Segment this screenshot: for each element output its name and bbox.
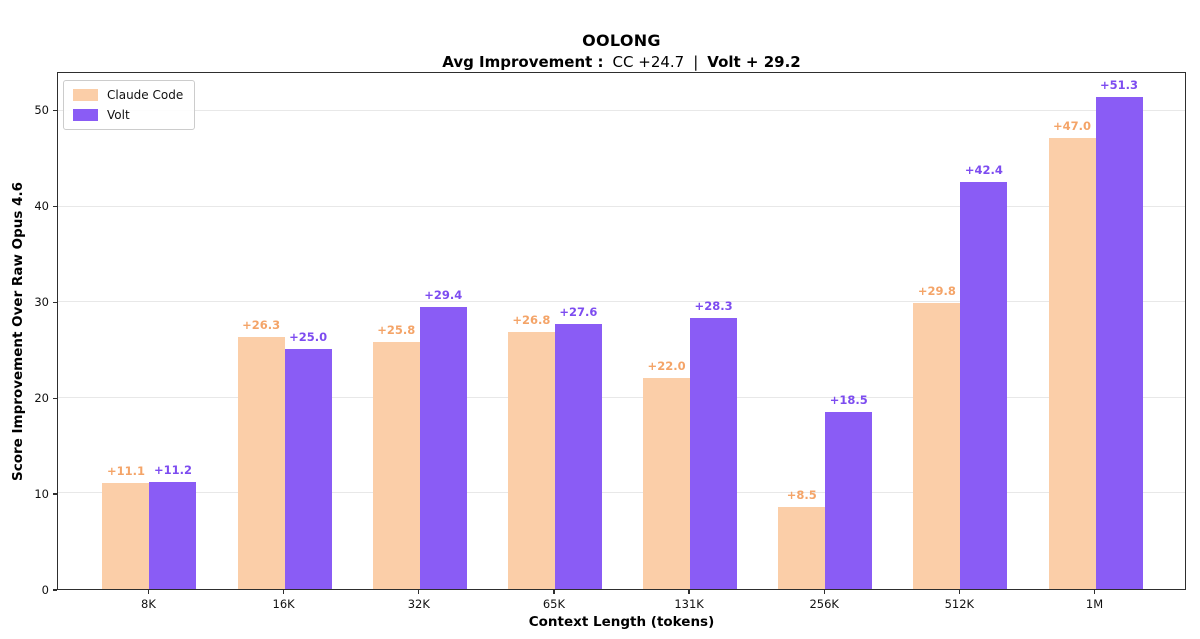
legend-swatch-claude-code [73, 89, 98, 101]
gridline [58, 492, 1185, 494]
x-tick-mark [688, 590, 690, 594]
bar-claude-code [913, 303, 961, 589]
y-tick-label: 10 [34, 487, 49, 502]
bar-value-label: +29.4 [424, 287, 463, 302]
gridline [58, 301, 1185, 303]
y-tick-mark [53, 589, 57, 591]
bar-claude-code [1048, 138, 1096, 589]
x-tick-label: 256K [809, 597, 839, 611]
legend-item: Claude Code [73, 88, 183, 102]
bar-value-label: +11.1 [106, 463, 145, 478]
gridlines-layer [58, 73, 1185, 589]
bar-value-label: +26.8 [512, 312, 551, 327]
bar-value-label: +22.0 [647, 358, 686, 373]
bar-volt [960, 182, 1008, 589]
x-tick-label: 32K [407, 597, 430, 611]
bar-value-label: +42.4 [964, 163, 1003, 178]
x-tick-label: 1M [1085, 597, 1104, 611]
x-tick-label: 16K [272, 597, 295, 611]
legend-label: Claude Code [107, 88, 184, 102]
bars-layer: +11.1 +11.2 +26.3 +25.0 +25.8 +29.4 +26.8 +27.6… [58, 73, 1185, 589]
subtitle-volt-value: Volt + 29.2 [707, 53, 801, 71]
x-tick-mark [553, 590, 555, 594]
chart-subtitle: Avg Improvement : CC +24.7 | Volt + 29.2 [57, 53, 1186, 71]
bar-claude-code [507, 331, 555, 589]
y-tick-mark [53, 301, 57, 303]
bar-volt [149, 481, 197, 589]
x-tick-mark [418, 590, 420, 594]
legend-label: Volt [107, 108, 130, 122]
y-tick-mark [53, 397, 57, 399]
bar-volt [1095, 96, 1143, 589]
x-tick-mark [1093, 590, 1096, 594]
gridline [58, 110, 1185, 112]
bar-claude-code [102, 482, 150, 589]
bar-volt [419, 306, 467, 589]
y-tick-label: 30 [34, 295, 49, 310]
bar-claude-code [237, 336, 285, 589]
bar-value-label: +47.0 [1052, 119, 1092, 134]
bar-value-label: +51.3 [1099, 77, 1139, 92]
x-tick-mark [147, 590, 150, 594]
bar-value-label: +28.3 [694, 298, 733, 313]
bar-claude-code [778, 507, 826, 589]
y-tick-mark [53, 205, 57, 207]
bar-value-label: +8.5 [786, 488, 817, 503]
bar-value-label: +25.0 [289, 330, 328, 345]
x-tick-label: 8K [141, 597, 156, 611]
gridline [58, 396, 1185, 398]
legend: Claude Code Volt [63, 80, 196, 130]
plot-area: +11.1 +11.2 +26.3 +25.0 +25.8 +29.4 +26.8 +27.6… [57, 72, 1186, 590]
x-tick-mark [823, 590, 825, 594]
bar-volt [690, 317, 738, 589]
x-tick-label: 512K [944, 597, 975, 611]
bar-value-label: +25.8 [377, 322, 416, 337]
chart-title: OOLONG [582, 31, 661, 50]
legend-swatch-volt [73, 109, 98, 121]
y-tick-label: 40 [34, 199, 49, 214]
y-tick-label: 50 [34, 103, 49, 118]
bar-claude-code [643, 377, 691, 589]
bar-value-label: +18.5 [829, 392, 868, 407]
y-tick-mark [53, 109, 57, 111]
x-tick-label: 131K [674, 597, 704, 611]
y-tick-label: 0 [41, 583, 49, 597]
bar-volt [554, 324, 602, 589]
bar-value-label: +26.3 [242, 317, 281, 332]
legend-item: Volt [73, 108, 183, 122]
y-tick-mark [53, 493, 57, 495]
y-tick-label: 20 [34, 391, 49, 406]
y-axis-label: Score Improvement Over Raw Opus 4.6 [10, 181, 26, 481]
chart-title-block: OOLONG Avg Improvement : CC +24.7 | Volt… [57, 31, 1186, 71]
gridline [58, 205, 1185, 207]
x-axis-label: Context Length (tokens) [528, 614, 715, 630]
x-tick-mark [958, 590, 960, 594]
subtitle-cc-value: CC +24.7 [612, 53, 685, 71]
bar-value-label: +11.2 [153, 462, 192, 477]
x-tick-label: 65K [542, 597, 566, 611]
bar-volt [284, 349, 332, 589]
bar-value-label: +27.6 [559, 305, 598, 320]
x-tick-mark [283, 590, 285, 594]
bar-claude-code [372, 341, 420, 589]
subtitle-separator: | [693, 53, 699, 71]
bar-value-label: +29.8 [917, 284, 956, 299]
subtitle-prefix: Avg Improvement : [442, 53, 604, 71]
bar-volt [825, 411, 873, 589]
